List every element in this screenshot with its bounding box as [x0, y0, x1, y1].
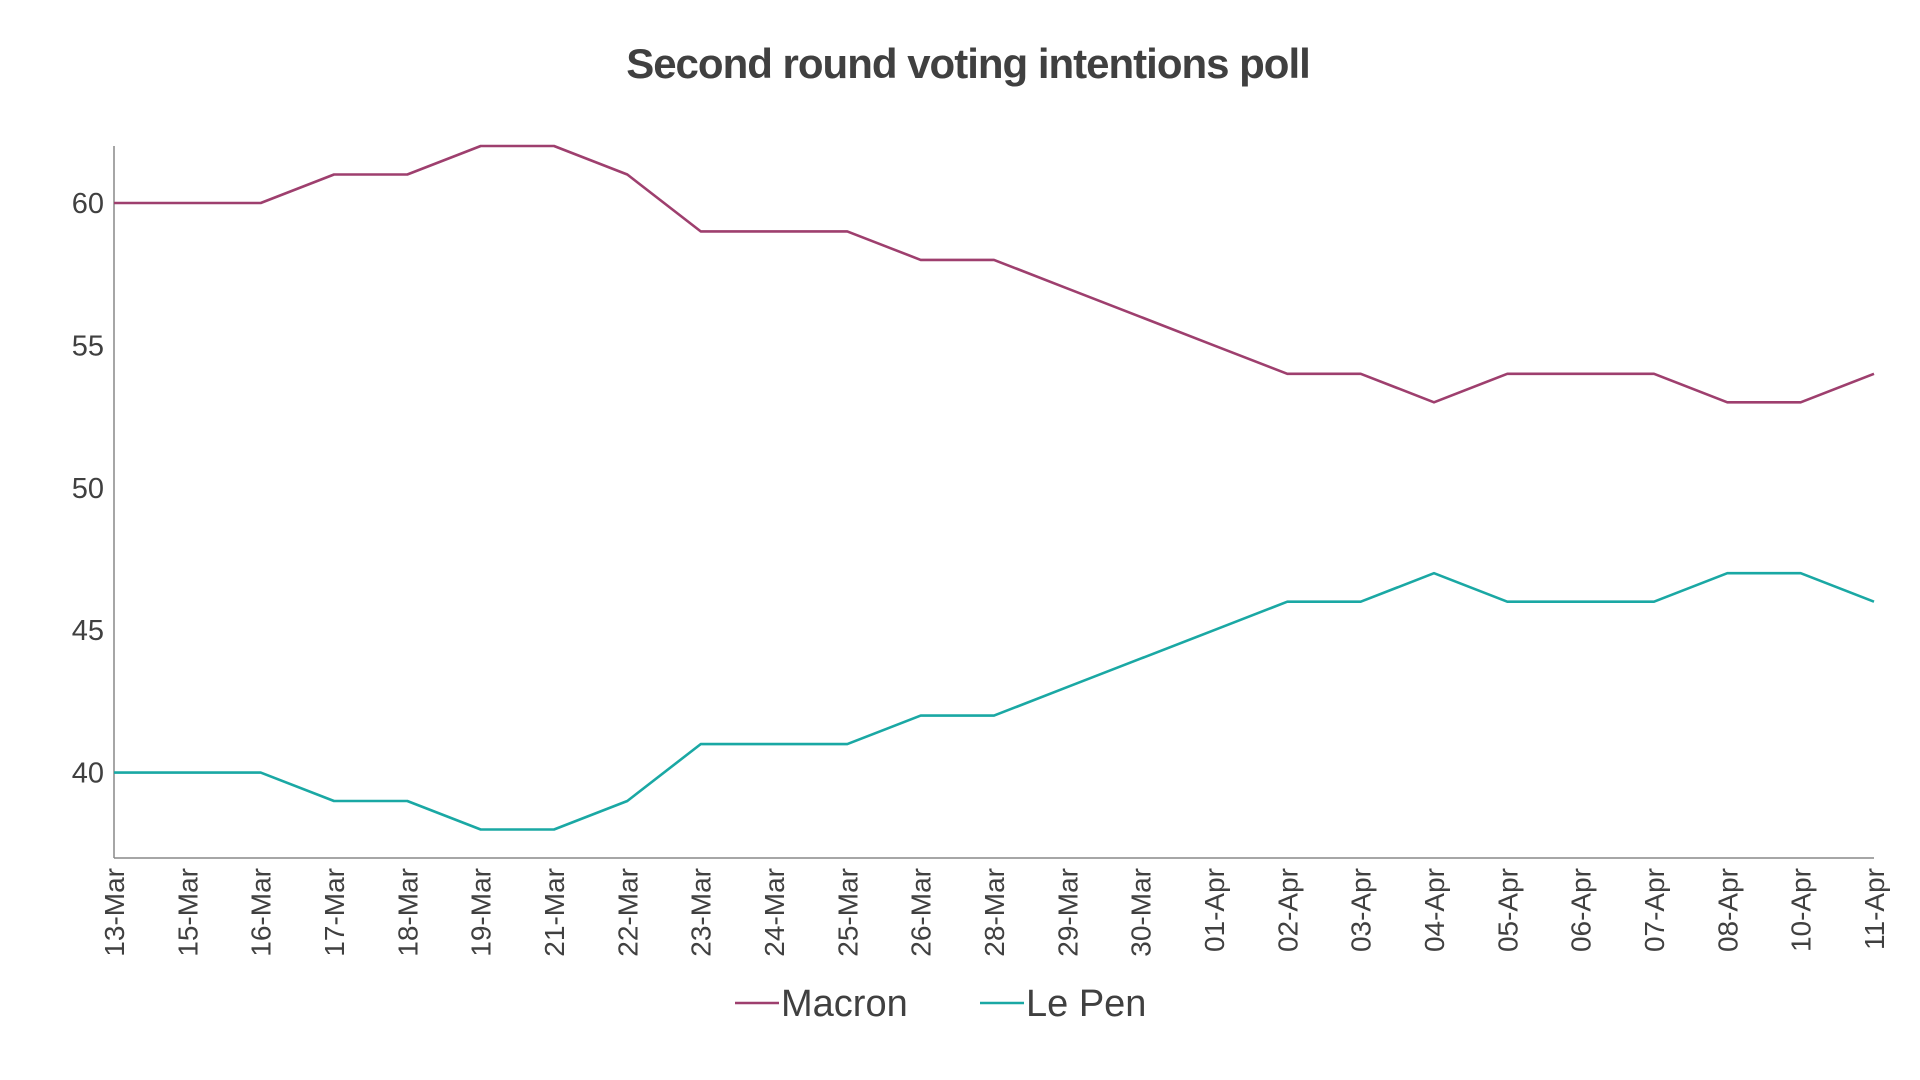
x-tick-label: 04-Apr	[1419, 868, 1450, 952]
y-tick-label: 60	[72, 188, 104, 220]
x-tick-label: 23-Mar	[686, 868, 717, 957]
x-tick-label: 21-Mar	[539, 868, 570, 957]
x-tick-label: 06-Apr	[1566, 868, 1597, 952]
x-tick-label: 26-Mar	[906, 868, 937, 957]
chart-title: Second round voting intentions poll	[626, 40, 1310, 87]
legend-label-macron: Macron	[781, 983, 908, 1025]
x-tick-label: 24-Mar	[759, 868, 790, 957]
x-tick-label: 18-Mar	[392, 868, 423, 957]
y-tick-label: 50	[72, 473, 104, 505]
x-tick-label: 13-Mar	[99, 868, 130, 957]
x-tick-label: 01-Apr	[1199, 868, 1230, 952]
x-tick-label: 08-Apr	[1712, 868, 1743, 952]
x-tick-label: 19-Mar	[466, 868, 497, 957]
x-tick-label: 16-Mar	[246, 868, 277, 957]
y-tick-label: 40	[72, 758, 104, 790]
legend-label-le-pen: Le Pen	[1026, 983, 1146, 1025]
series-line-macron	[114, 144, 1875, 404]
y-tick-label: 55	[72, 330, 104, 362]
axes	[113, 146, 1874, 859]
x-tick-label: 15-Mar	[172, 868, 203, 957]
series-lines	[114, 144, 1875, 831]
x-tick-label: 22-Mar	[612, 868, 643, 957]
x-tick-label: 25-Mar	[832, 868, 863, 957]
y-tick-label: 45	[72, 615, 104, 647]
x-tick-label: 29-Mar	[1052, 868, 1083, 957]
x-tick-label: 11-Apr	[1859, 868, 1890, 950]
series-line-le-pen	[114, 571, 1875, 831]
y-axis-ticks: 40 45 50 55 60	[72, 188, 104, 790]
legend: Macron Le Pen	[735, 983, 1146, 1025]
x-tick-label: 10-Apr	[1786, 868, 1817, 952]
x-tick-label: 28-Mar	[979, 868, 1010, 957]
x-tick-label: 03-Apr	[1346, 868, 1377, 952]
x-tick-label: 02-Apr	[1272, 868, 1303, 952]
x-axis-ticks: 13-Mar 15-Mar 16-Mar 17-Mar 18-Mar 19-Mar 21-M…	[99, 868, 1890, 957]
x-tick-label: 30-Mar	[1126, 868, 1157, 957]
x-tick-label: 17-Mar	[319, 868, 350, 957]
x-tick-label: 07-Apr	[1639, 868, 1670, 952]
x-tick-label: 05-Apr	[1492, 868, 1523, 952]
